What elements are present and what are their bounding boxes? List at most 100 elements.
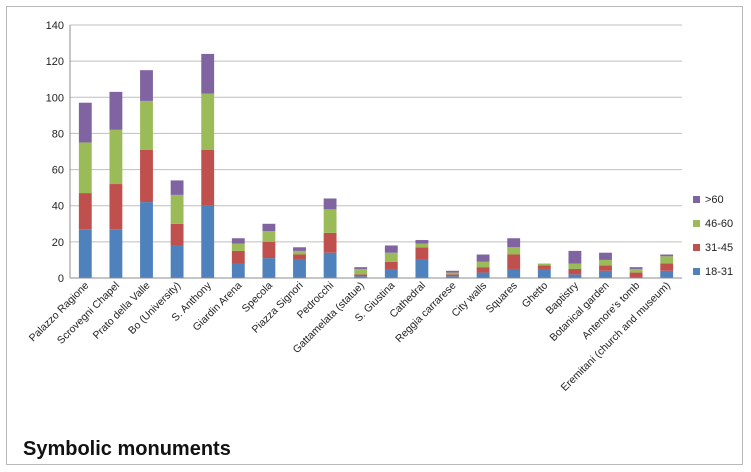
bar-stack xyxy=(354,267,368,278)
bar-segment xyxy=(78,193,92,230)
bar-stack xyxy=(476,254,490,278)
bar-segment xyxy=(660,263,674,271)
legend-item: 18-31 xyxy=(693,266,733,278)
bars xyxy=(78,53,674,278)
bar-segment xyxy=(201,205,215,278)
bar-segment xyxy=(170,180,184,195)
bar-segment xyxy=(476,254,490,262)
bar-segment xyxy=(476,261,490,268)
y-tick-label: 140 xyxy=(46,20,64,32)
bar-segment xyxy=(568,268,582,275)
legend-label: 46-60 xyxy=(705,218,733,230)
bar-segment xyxy=(446,272,459,275)
bar-segment xyxy=(537,263,551,266)
bar-segment xyxy=(201,149,215,206)
bar-segment xyxy=(507,247,521,255)
legend-swatch xyxy=(693,244,700,251)
bar-segment xyxy=(415,259,429,278)
bar-stack xyxy=(140,70,153,278)
bar-stack xyxy=(262,223,276,278)
bar-segment xyxy=(170,245,184,278)
bar-segment xyxy=(415,243,429,248)
bar-segment xyxy=(384,261,398,269)
bar-segment xyxy=(568,263,582,269)
bar-segment xyxy=(384,268,398,278)
chart-title: Symbolic monuments xyxy=(23,438,231,460)
bar-segment xyxy=(415,247,429,260)
bar-segment xyxy=(629,268,643,273)
stacked-bar-chart: 0 20 40 60 80 100 120 140 Palazzo RagioneScrove… xyxy=(27,20,733,394)
bar-segment xyxy=(140,100,153,150)
bar-segment xyxy=(660,256,674,264)
bar-stack xyxy=(446,270,459,278)
bar-segment xyxy=(446,276,459,278)
bar-segment xyxy=(170,223,184,246)
bar-stack xyxy=(537,263,551,278)
bar-segment xyxy=(231,263,245,278)
bar-stack xyxy=(660,254,674,278)
bar-segment xyxy=(262,231,276,242)
y-tick-label: 20 xyxy=(52,237,64,249)
y-tick-label: 100 xyxy=(46,92,64,104)
bar-stack xyxy=(293,247,306,278)
bar-segment xyxy=(354,274,368,277)
bar-stack xyxy=(201,53,215,278)
bar-segment xyxy=(293,247,306,251)
bar-stack xyxy=(323,198,337,278)
bar-segment xyxy=(109,229,123,278)
legend-item: 46-60 xyxy=(693,218,733,230)
legend: >60 46-60 31-45 18-31 xyxy=(693,194,733,278)
bar-segment xyxy=(599,270,612,278)
bar-segment xyxy=(660,254,674,257)
legend-item: 31-45 xyxy=(693,242,733,254)
bar-segment xyxy=(323,209,337,233)
y-tick-label: 80 xyxy=(52,128,64,140)
y-tick-label: 40 xyxy=(52,201,64,213)
bar-segment xyxy=(109,129,123,185)
y-tick-label: 120 xyxy=(46,56,64,68)
bar-segment xyxy=(446,270,459,273)
legend-swatch xyxy=(693,220,700,227)
gridlines xyxy=(70,24,682,243)
legend-swatch xyxy=(693,268,700,275)
bar-segment xyxy=(293,259,306,278)
bar-segment xyxy=(140,70,153,101)
bar-segment xyxy=(262,223,276,232)
bar-segment xyxy=(293,254,306,260)
bar-segment xyxy=(415,240,429,244)
bar-stack xyxy=(415,240,429,278)
bar-segment xyxy=(323,252,337,278)
bar-segment xyxy=(262,258,276,278)
y-tick-label: 60 xyxy=(52,165,64,177)
bar-segment xyxy=(201,53,215,94)
bar-segment xyxy=(599,265,612,271)
legend-item: >60 xyxy=(693,194,724,206)
bar-stack xyxy=(507,238,521,278)
bar-stack xyxy=(384,245,398,278)
legend-label: 18-31 xyxy=(705,266,733,278)
bar-segment xyxy=(231,250,245,264)
bar-stack xyxy=(170,180,184,278)
bar-segment xyxy=(384,252,398,262)
bar-segment xyxy=(354,268,368,275)
bar-segment xyxy=(629,272,643,278)
bar-segment xyxy=(323,198,337,210)
bar-segment xyxy=(170,194,184,224)
bar-segment xyxy=(507,268,521,278)
bar-segment xyxy=(78,142,92,194)
bar-segment xyxy=(78,229,92,278)
chart-frame: 0 20 40 60 80 100 120 140 Palazzo Ragione Scrove… xyxy=(6,6,743,465)
bar-stack xyxy=(109,91,123,278)
bar-segment xyxy=(507,254,521,269)
bar-stack xyxy=(599,252,612,278)
bar-segment xyxy=(537,265,551,269)
bar-segment xyxy=(78,102,92,143)
bar-segment xyxy=(231,243,245,251)
bar-segment xyxy=(660,270,674,278)
bar-segment xyxy=(323,232,337,253)
bar-segment xyxy=(537,268,551,278)
bar-segment xyxy=(446,274,459,277)
bar-segment xyxy=(599,252,612,260)
bar-stack xyxy=(629,267,643,278)
